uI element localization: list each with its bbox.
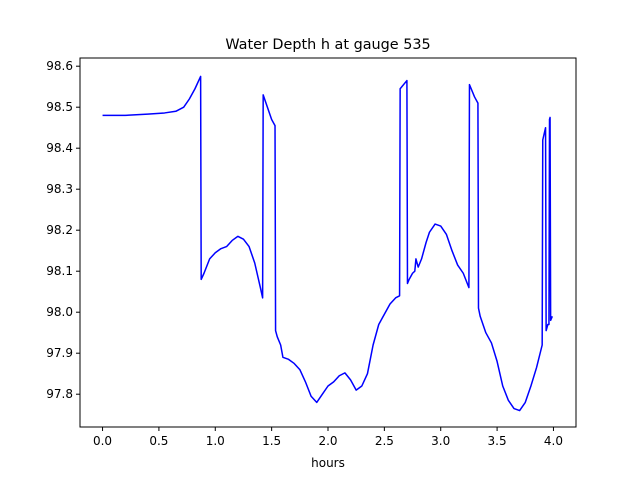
chart-title: Water Depth h at gauge 535 xyxy=(225,37,430,53)
y-tick-label: 98.5 xyxy=(46,100,73,114)
x-tick-label: 1.5 xyxy=(262,434,281,448)
y-tick-label: 98.4 xyxy=(46,141,73,155)
y-tick-label: 98.3 xyxy=(46,182,73,196)
x-tick-label: 3.5 xyxy=(488,434,507,448)
x-axis-label: hours xyxy=(311,456,345,470)
y-tick-label: 98.1 xyxy=(46,264,73,278)
y-tick-label: 97.8 xyxy=(46,387,73,401)
x-tick-label: 1.0 xyxy=(206,434,225,448)
y-tick-label: 97.9 xyxy=(46,346,73,360)
y-tick-label: 98.2 xyxy=(46,223,73,237)
x-tick-label: 2.5 xyxy=(375,434,394,448)
x-tick-label: 0.5 xyxy=(149,434,168,448)
x-tick-label: 4.0 xyxy=(544,434,563,448)
x-tick-label: 0.0 xyxy=(93,434,112,448)
x-tick-label: 3.0 xyxy=(431,434,450,448)
x-axis: 0.0 0.5 1.0 1.5 2.0 2.5 3.0 3.5 4.0 xyxy=(93,427,563,448)
series-group xyxy=(102,75,554,412)
series-line xyxy=(102,75,554,412)
y-tick-label: 98.0 xyxy=(46,305,73,319)
y-axis: 97.8 97.9 98.0 98.1 98.2 98.3 98.4 98.5 98.6 xyxy=(46,59,80,401)
y-tick-label: 98.6 xyxy=(46,59,73,73)
x-tick-label: 2.0 xyxy=(318,434,337,448)
